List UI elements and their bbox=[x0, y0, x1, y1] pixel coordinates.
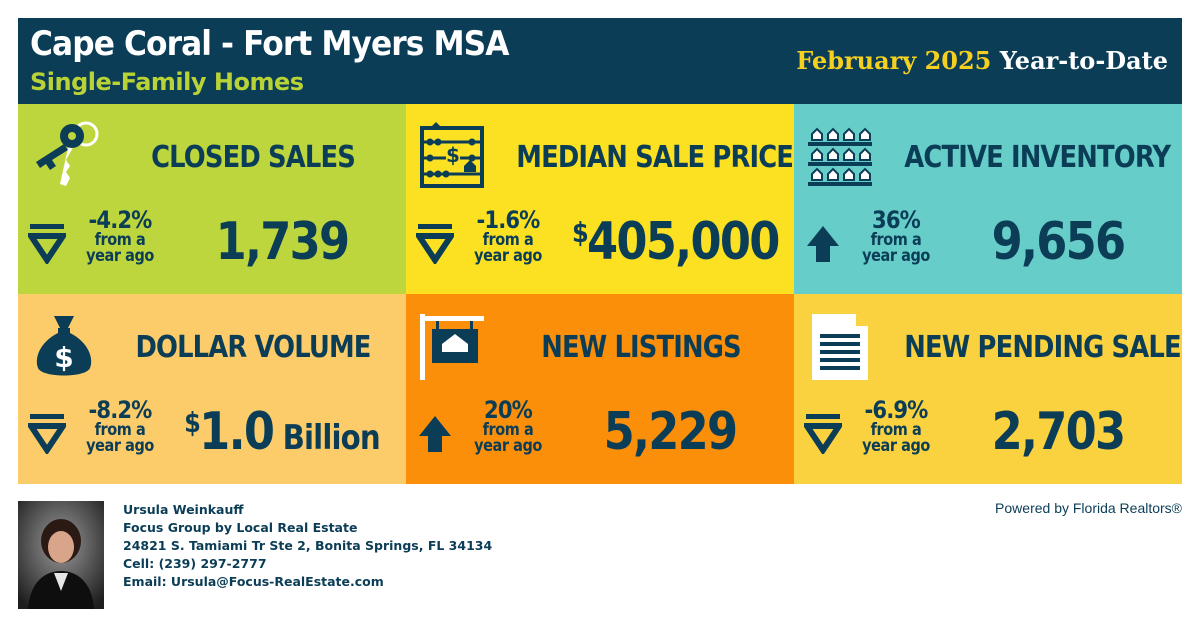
stat-change-pct: -4.2% bbox=[88, 206, 153, 234]
stat-change-ago: year ago bbox=[86, 246, 154, 267]
keys-icon bbox=[36, 121, 99, 186]
stat-change-pct: -6.9% bbox=[864, 396, 929, 424]
stat-change: 36% from a year ago bbox=[852, 206, 940, 267]
stat-change-from: from a bbox=[94, 420, 146, 440]
stat-value-prefix: $ bbox=[571, 216, 589, 249]
header-banner: Cape Coral - Fort Myers MSA Single-Famil… bbox=[18, 18, 1182, 104]
stat-value-number: 405,000 bbox=[586, 212, 780, 272]
agent-cell: Cell: (239) 297-2777 bbox=[123, 556, 267, 571]
houses-shelf-icon bbox=[808, 127, 872, 186]
stat-value: 1,739 bbox=[184, 212, 380, 272]
stat-change-from: from a bbox=[94, 230, 146, 250]
stat-tile-new-pending-sales: NEW PENDING SALES -6.9% from a year ago … bbox=[794, 294, 1182, 484]
arrow-down-icon bbox=[28, 224, 66, 264]
stat-value: 9,656 bbox=[960, 212, 1156, 272]
money-bag-icon: $ bbox=[36, 316, 92, 376]
stat-change-pct: 36% bbox=[872, 206, 921, 234]
stats-grid: CLOSED SALES -4.2% from a year ago 1,739… bbox=[18, 104, 1182, 484]
arrow-down-icon bbox=[28, 414, 66, 454]
stat-tile-median-sale-price: $ MEDIAN SALE PRICE -1.6% from a year ag… bbox=[406, 104, 794, 294]
stat-change: -4.2% from a year ago bbox=[76, 206, 164, 267]
stat-value: 2,703 bbox=[960, 402, 1156, 462]
stat-label: ACTIVE INVENTORY bbox=[904, 140, 1171, 175]
stat-change: 20% from a year ago bbox=[464, 396, 552, 457]
stat-change-from: from a bbox=[482, 230, 534, 250]
stat-change-from: from a bbox=[870, 420, 922, 440]
stat-label: DOLLAR VOLUME bbox=[135, 330, 371, 365]
agent-contact: Ursula Weinkauff Focus Group by Local Re… bbox=[123, 501, 492, 591]
svg-text:$: $ bbox=[54, 341, 73, 374]
page-subtitle: Single-Family Homes bbox=[30, 68, 304, 96]
stat-change-ago: year ago bbox=[474, 246, 542, 267]
stat-label: NEW PENDING SALES bbox=[904, 330, 1182, 365]
stat-value: 5,229 bbox=[572, 402, 768, 462]
stat-tile-active-inventory: ACTIVE INVENTORY 36% from a year ago 9,6… bbox=[794, 104, 1182, 294]
stat-change-ago: year ago bbox=[862, 246, 930, 267]
stat-change-ago: year ago bbox=[862, 436, 930, 457]
for-sale-sign-icon bbox=[420, 314, 484, 380]
powered-by: Powered by Florida Realtors® bbox=[995, 500, 1182, 516]
stat-value-number: 1,739 bbox=[215, 212, 351, 272]
stat-change-ago: year ago bbox=[86, 436, 154, 457]
agent-email[interactable]: Email: Ursula@Focus-RealEstate.com bbox=[123, 574, 384, 589]
period-month: February 2025 bbox=[796, 46, 992, 75]
stat-tile-dollar-volume: $ DOLLAR VOLUME -8.2% from a year ago $1… bbox=[18, 294, 406, 484]
stat-tile-new-listings: NEW LISTINGS 20% from a year ago 5,229 bbox=[406, 294, 794, 484]
stat-change-pct: -8.2% bbox=[88, 396, 153, 424]
stat-change-from: from a bbox=[482, 420, 534, 440]
stat-change: -1.6% from a year ago bbox=[464, 206, 552, 267]
arrow-up-icon bbox=[419, 416, 451, 452]
period-label: Year-to-Date bbox=[991, 46, 1168, 75]
stat-label: NEW LISTINGS bbox=[541, 330, 741, 365]
stat-label: CLOSED SALES bbox=[151, 140, 356, 175]
stat-value: $1.0 Billion bbox=[184, 402, 381, 462]
stat-label: MEDIAN SALE PRICE bbox=[516, 140, 794, 175]
stat-change-from: from a bbox=[870, 230, 922, 250]
stat-value-number: 9,656 bbox=[991, 212, 1127, 272]
stat-change: -6.9% from a year ago bbox=[852, 396, 940, 457]
stat-change-ago: year ago bbox=[474, 436, 542, 457]
agent-name: Ursula Weinkauff bbox=[123, 502, 244, 517]
stat-value: $405,000 bbox=[571, 212, 780, 272]
stat-change-pct: 20% bbox=[484, 396, 533, 424]
agent-photo bbox=[18, 501, 104, 609]
agent-address: 24821 S. Tamiami Tr Ste 2, Bonita Spring… bbox=[123, 538, 493, 553]
page-title: Cape Coral - Fort Myers MSA bbox=[30, 24, 509, 64]
stat-change-pct: -1.6% bbox=[476, 206, 541, 234]
arrow-down-icon bbox=[804, 414, 842, 454]
agent-company: Focus Group by Local Real Estate bbox=[123, 520, 358, 535]
svg-text:$: $ bbox=[446, 143, 460, 167]
abacus-icon: $ bbox=[420, 122, 484, 188]
stat-value-prefix: $ bbox=[184, 406, 201, 439]
stat-value-number: 2,703 bbox=[991, 402, 1127, 462]
document-icon bbox=[812, 314, 868, 380]
agent-portrait-icon bbox=[18, 501, 104, 609]
stat-value-number: 5,229 bbox=[603, 402, 739, 462]
stat-tile-closed-sales: CLOSED SALES -4.2% from a year ago 1,739 bbox=[18, 104, 406, 294]
arrow-down-icon bbox=[416, 224, 454, 264]
stat-value-number: 1.0 bbox=[199, 402, 275, 462]
report-period: February 2025 Year-to-Date bbox=[796, 46, 1168, 75]
stat-change: -8.2% from a year ago bbox=[76, 396, 164, 457]
arrow-up-icon bbox=[807, 226, 839, 262]
stat-value-suffix: Billion bbox=[273, 418, 381, 458]
